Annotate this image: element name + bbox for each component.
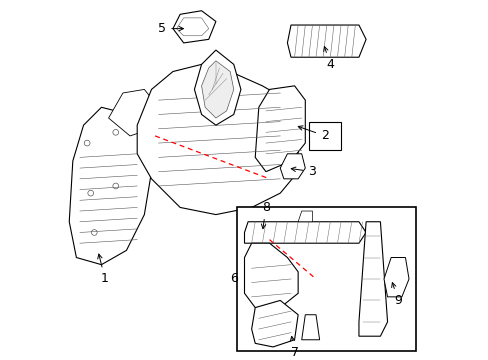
Bar: [237, 207, 415, 351]
Text: 4: 4: [323, 46, 334, 71]
Polygon shape: [137, 64, 298, 215]
Text: 9: 9: [391, 283, 402, 307]
Polygon shape: [69, 107, 151, 265]
Polygon shape: [298, 211, 312, 222]
Text: 6: 6: [229, 273, 237, 285]
Polygon shape: [244, 222, 366, 243]
Text: 1: 1: [98, 254, 109, 285]
Polygon shape: [194, 50, 241, 125]
Polygon shape: [201, 61, 233, 118]
Polygon shape: [173, 11, 215, 43]
Bar: [308, 122, 340, 150]
Polygon shape: [244, 243, 298, 307]
Text: 3: 3: [291, 165, 316, 178]
Polygon shape: [280, 154, 305, 179]
Polygon shape: [251, 301, 298, 347]
Polygon shape: [383, 257, 408, 297]
Text: 7: 7: [290, 337, 298, 359]
Text: 8: 8: [261, 201, 269, 229]
Polygon shape: [301, 315, 319, 340]
Polygon shape: [287, 25, 366, 57]
Polygon shape: [108, 89, 158, 136]
Text: 2: 2: [298, 126, 328, 143]
Polygon shape: [255, 86, 305, 172]
Text: 5: 5: [158, 22, 183, 35]
Polygon shape: [358, 222, 387, 336]
